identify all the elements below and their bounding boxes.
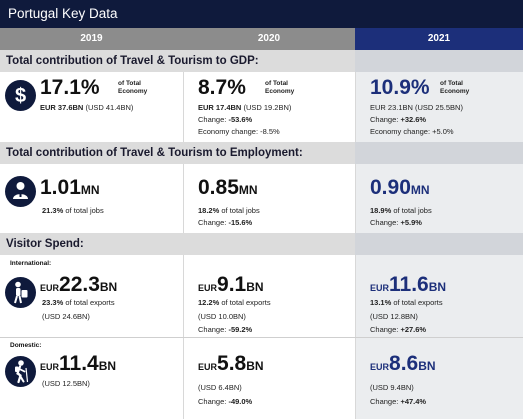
gdp-2020-value: 8.7% <box>198 76 246 99</box>
employment-2020-change: Change: -15.6% <box>198 218 253 227</box>
gdp-section-title: Total contribution of Travel & Tourism t… <box>6 55 259 67</box>
employment-section-header: Total contribution of Travel & Tourism t… <box>0 142 523 164</box>
people-icon <box>5 176 36 207</box>
gdp-2019-value: 17.1% <box>40 76 100 99</box>
gdp-section-header: Total contribution of Travel & Tourism t… <box>0 50 523 72</box>
gdp-2019-of-total: of Total Economy <box>118 80 148 95</box>
international-label: International: <box>10 260 52 267</box>
international-2020-share: 12.2% of total exports <box>198 298 271 307</box>
visitor-section-title: Visitor Spend: <box>6 238 84 250</box>
traveler-icon <box>5 277 36 308</box>
gdp-2020-of-total: of Total Economy <box>265 80 295 95</box>
gdp-2021-amount: EUR 23.1BN (USD 25.5BN) <box>370 103 463 112</box>
gdp-2021-value: 10.9% <box>370 76 430 99</box>
page-title: Portugal Key Data <box>0 0 523 28</box>
domestic-2021-usd: (USD 9.4BN) <box>370 383 414 392</box>
employment-2021-value: 0.90MN <box>370 176 430 199</box>
domestic-2020-change: Change: -49.0% <box>198 397 253 406</box>
employment-2020-value: 0.85MN <box>198 176 258 199</box>
employment-section-title: Total contribution of Travel & Tourism t… <box>6 147 303 159</box>
employment-2020-share: 18.2% of total jobs <box>198 206 260 215</box>
international-2020-value: EUR9.1BN <box>198 273 264 296</box>
year-header-2021: 2021 <box>355 28 523 50</box>
domestic-2020-usd: (USD 6.4BN) <box>198 383 242 392</box>
international-2021-share: 13.1% of total exports <box>370 298 443 307</box>
domestic-2020-value: EUR5.8BN <box>198 352 264 375</box>
hiker-icon <box>5 356 36 387</box>
international-2019-share: 23.3% of total exports <box>42 298 115 307</box>
gdp-2021-of-total: of Total Economy <box>440 80 470 95</box>
domestic-2021-value: EUR8.6BN <box>370 352 436 375</box>
year-header-2019: 2019 <box>0 28 183 50</box>
international-2020-change: Change: -59.2% <box>198 325 253 334</box>
gdp-2021-economy-change: Economy change: +5.0% <box>370 127 454 136</box>
visitor-section-header: Visitor Spend: <box>0 233 523 255</box>
svg-text:$: $ <box>15 85 26 107</box>
domestic-2019-usd: (USD 12.5BN) <box>42 379 90 388</box>
gdp-2019-amount: EUR 37.6BN (USD 41.4BN) <box>40 103 134 112</box>
employment-2021-change: Change: +5.9% <box>370 218 422 227</box>
international-2020-usd: (USD 10.0BN) <box>198 312 246 321</box>
dollar-icon: $ <box>5 80 36 111</box>
gdp-2021-change: Change: +32.6% <box>370 115 427 124</box>
gdp-2020-change: Change: -53.6% <box>198 115 253 124</box>
employment-2019-value: 1.01MN <box>40 176 100 199</box>
international-2021-usd: (USD 12.8BN) <box>370 312 418 321</box>
gdp-2020-amount: EUR 17.4BN (USD 19.2BN) <box>198 103 292 112</box>
international-2021-value: EUR11.6BN <box>370 273 447 296</box>
international-2021-change: Change: +27.6% <box>370 325 427 334</box>
employment-2021-share: 18.9% of total jobs <box>370 206 432 215</box>
domestic-2021-change: Change: +47.4% <box>370 397 427 406</box>
international-2019-value: EUR22.3BN <box>40 273 118 296</box>
domestic-label: Domestic: <box>10 342 42 349</box>
year-header-2020: 2020 <box>183 28 355 50</box>
employment-2019-share: 21.3% of total jobs <box>42 206 104 215</box>
section-divider <box>0 337 523 338</box>
international-2019-usd: (USD 24.6BN) <box>42 312 90 321</box>
domestic-2019-value: EUR11.4BN <box>40 352 117 375</box>
gdp-2020-economy-change: Economy change: -8.5% <box>198 127 280 136</box>
